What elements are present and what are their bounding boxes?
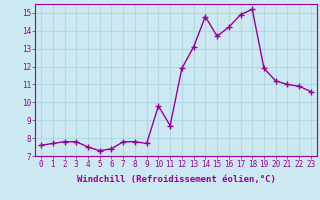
X-axis label: Windchill (Refroidissement éolien,°C): Windchill (Refroidissement éolien,°C) xyxy=(76,175,276,184)
